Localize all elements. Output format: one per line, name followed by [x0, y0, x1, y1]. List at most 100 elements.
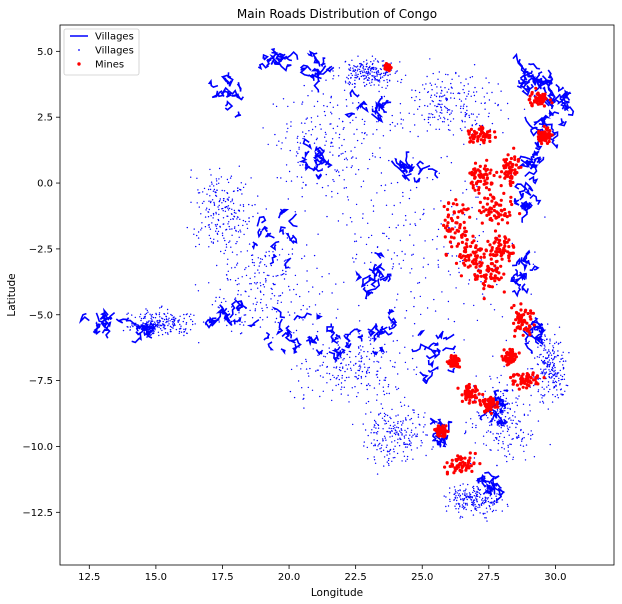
village-point	[447, 74, 449, 76]
village-point	[373, 439, 375, 441]
village-point	[227, 181, 230, 184]
village-point	[389, 360, 392, 362]
village-point	[505, 400, 507, 402]
village-point	[374, 462, 377, 464]
village-point	[399, 239, 402, 242]
village-point	[158, 326, 160, 328]
village-point	[341, 374, 343, 377]
village-road-line	[315, 349, 324, 356]
village-road-line	[524, 332, 530, 343]
village-point	[264, 264, 266, 266]
mine-point	[473, 273, 477, 277]
village-point	[553, 381, 555, 384]
village-point	[354, 69, 356, 71]
village-point	[376, 121, 378, 123]
village-point	[453, 499, 455, 501]
village-point	[562, 360, 565, 362]
village-point	[488, 82, 490, 84]
village-point	[482, 513, 485, 515]
village-point	[547, 408, 549, 410]
village-point	[401, 250, 403, 253]
mine-point	[511, 354, 515, 358]
village-point	[231, 306, 233, 308]
village-point	[312, 348, 314, 350]
village-point	[250, 283, 252, 285]
village-point	[158, 313, 160, 316]
village-point	[424, 104, 426, 107]
village-point	[307, 95, 309, 97]
village-point	[391, 268, 394, 270]
village-point	[325, 133, 327, 135]
village-point	[384, 377, 386, 379]
village-point	[406, 443, 409, 445]
village-point	[331, 196, 333, 198]
village-point	[315, 138, 318, 141]
village-point	[485, 517, 487, 519]
village-point	[218, 213, 220, 216]
village-point	[460, 82, 462, 84]
mine-point	[525, 379, 529, 383]
village-point	[147, 311, 149, 313]
village-road-line	[488, 412, 498, 423]
mine-point	[493, 279, 497, 283]
mine-point	[540, 100, 545, 104]
village-point	[378, 90, 380, 93]
village-point	[330, 123, 332, 125]
village-point	[465, 421, 467, 424]
village-road-line	[411, 343, 426, 353]
village-point	[372, 210, 375, 212]
village-point	[208, 226, 210, 228]
village-point	[413, 369, 415, 371]
mine-point	[517, 351, 521, 355]
village-road-line	[305, 335, 318, 347]
village-point	[556, 354, 559, 357]
village-point	[356, 139, 359, 142]
village-point	[213, 238, 215, 240]
village-point	[200, 213, 202, 215]
village-point	[283, 273, 285, 275]
village-point	[376, 79, 378, 81]
mine-point	[484, 172, 488, 176]
village-point	[373, 347, 375, 350]
village-point	[543, 359, 546, 362]
village-point	[244, 321, 246, 323]
village-point	[152, 320, 154, 322]
village-point	[214, 300, 217, 302]
mine-point	[540, 141, 544, 146]
village-point	[455, 287, 457, 289]
village-point	[461, 121, 464, 123]
village-point	[134, 316, 136, 319]
village-point	[394, 361, 396, 364]
mine-point	[509, 199, 513, 204]
village-point	[165, 321, 167, 324]
village-point	[538, 356, 540, 358]
mine-point	[526, 311, 530, 316]
village-road-line	[99, 311, 107, 320]
village-point	[163, 313, 165, 315]
legend-label-mines: Mines	[95, 60, 124, 71]
mine-point	[460, 465, 464, 470]
village-point	[387, 386, 389, 388]
village-point	[190, 201, 192, 203]
village-road-line	[371, 266, 385, 279]
village-point	[554, 342, 556, 345]
village-point	[254, 308, 257, 310]
mine-point	[507, 238, 511, 242]
village-road-line	[219, 304, 228, 315]
village-point	[360, 64, 362, 67]
village-point	[430, 94, 433, 97]
village-point	[408, 444, 410, 446]
village-point	[534, 357, 536, 359]
village-point	[556, 373, 558, 375]
village-point	[423, 118, 426, 121]
village-point	[168, 317, 170, 319]
village-point	[281, 142, 283, 144]
village-point	[146, 321, 148, 323]
village-point	[355, 203, 358, 206]
village-point	[473, 495, 475, 497]
village-point	[463, 339, 465, 341]
village-point	[410, 449, 413, 451]
village-road-line	[277, 61, 292, 72]
village-point	[352, 119, 354, 122]
village-point	[432, 178, 434, 181]
